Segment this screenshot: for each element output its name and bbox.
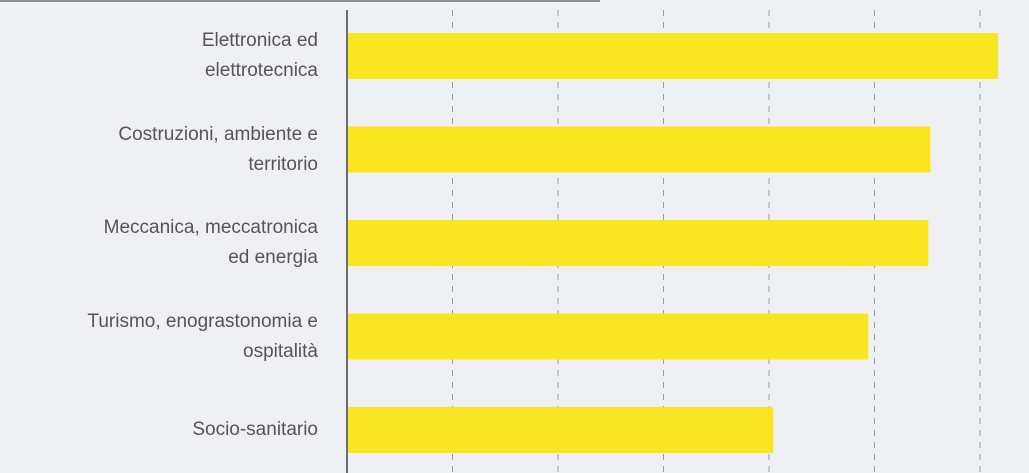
category-label: Socio-sanitario xyxy=(192,419,318,440)
bar xyxy=(347,220,929,266)
bar xyxy=(347,313,869,360)
category-label: Costruzioni, ambiente e territorio xyxy=(118,123,318,175)
category-label: Elettronica ed elettrotecnica xyxy=(201,30,318,81)
bar xyxy=(347,126,931,173)
bar xyxy=(347,33,998,79)
category-label: Meccanica, meccatronica ed energia xyxy=(103,217,318,268)
bar xyxy=(347,407,774,453)
category-label: Turismo, enograstonomia e ospitalità xyxy=(87,310,318,362)
